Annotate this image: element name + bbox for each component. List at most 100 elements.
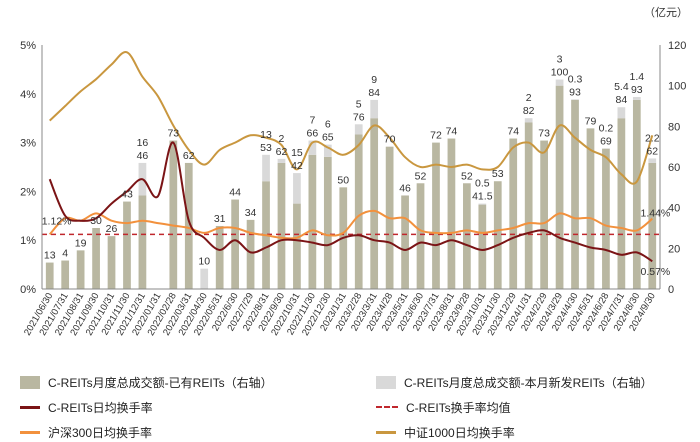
legend-item-creits-turnover: C-REITs日均换手率 bbox=[20, 397, 153, 417]
bar-label-new: 0.5 bbox=[475, 178, 490, 190]
bar-label-existing: 52 bbox=[461, 170, 473, 182]
bar-label-new: 0.2 bbox=[599, 122, 614, 134]
bar-existing bbox=[370, 118, 379, 289]
bar-existing bbox=[277, 162, 286, 289]
bar-existing bbox=[354, 134, 363, 289]
bar-label-existing: 84 bbox=[368, 87, 380, 99]
bar-label-existing: 50 bbox=[337, 174, 349, 186]
legend-label-csi1000: 中证1000日均换手率 bbox=[404, 425, 515, 440]
bar-label-existing: 73 bbox=[167, 128, 179, 140]
bar-label-new: 10 bbox=[198, 256, 210, 268]
bar-new bbox=[308, 140, 317, 155]
bar-label-existing: 46 bbox=[399, 182, 411, 194]
bar-label-existing: 44 bbox=[229, 187, 241, 199]
right-tick-label: 120 bbox=[668, 40, 686, 52]
bar-label-new: 7 bbox=[309, 115, 315, 127]
bar-label-existing: 41.5 bbox=[472, 191, 493, 203]
bar-new bbox=[293, 173, 301, 204]
legend-item-creits-mean: C-REITs换手率均值 bbox=[376, 397, 511, 417]
bar-new bbox=[571, 99, 579, 100]
bar-label-existing: 52 bbox=[415, 170, 427, 182]
bar-existing bbox=[308, 154, 317, 289]
bar-label-existing: 66 bbox=[307, 128, 319, 140]
bar-existing bbox=[447, 138, 456, 289]
bar-existing bbox=[509, 138, 518, 289]
bar-existing bbox=[602, 148, 610, 289]
legend: C-REITs月度总成交额-已有REITs（右轴） C-REITs月度总成交额-… bbox=[0, 364, 700, 442]
bar-label-existing: 74 bbox=[507, 126, 519, 138]
bar-new bbox=[262, 154, 270, 182]
bar-label-existing: 4 bbox=[62, 248, 68, 260]
line-csi1000 bbox=[49, 51, 654, 185]
bar-label-new: 3 bbox=[557, 54, 563, 66]
bar-label-existing: 70 bbox=[384, 134, 396, 146]
right-tick-label: 60 bbox=[668, 162, 680, 174]
bar-existing bbox=[540, 140, 548, 289]
bar-existing bbox=[92, 228, 100, 289]
right-tick-label: 100 bbox=[668, 81, 686, 93]
right-tick-label: 80 bbox=[668, 121, 680, 133]
bar-label-existing: 62 bbox=[646, 145, 658, 157]
left-tick-label: 3% bbox=[20, 138, 36, 150]
bar-new bbox=[277, 158, 286, 163]
bar-existing bbox=[293, 203, 301, 289]
right-tick-label: 20 bbox=[668, 243, 680, 255]
bar-label-new: 0.3 bbox=[568, 73, 583, 85]
bar-existing bbox=[493, 181, 502, 289]
bar-existing bbox=[586, 128, 595, 289]
bar-label-existing: 46 bbox=[137, 150, 149, 162]
bar-existing bbox=[478, 204, 487, 289]
chart: 0%1%2%3%4%5%020406080100120（亿元）2021/06/3… bbox=[20, 6, 688, 338]
legend-item-csi1000: 中证1000日均换手率 bbox=[376, 422, 515, 442]
legend-swatch-csi1000 bbox=[376, 430, 396, 434]
bar-label-new: 15 bbox=[291, 147, 303, 159]
bar-label-existing: 42 bbox=[291, 160, 303, 172]
right-tick-label: 0 bbox=[668, 284, 674, 296]
legend-swatch-existing bbox=[20, 375, 40, 389]
bar-label-existing: 62 bbox=[183, 150, 195, 162]
bar-existing bbox=[555, 85, 564, 290]
bar-existing bbox=[76, 250, 85, 289]
bar-label-new: 9 bbox=[371, 74, 377, 86]
annotation-label: 1.12% bbox=[42, 215, 72, 227]
left-tick-label: 2% bbox=[20, 186, 36, 198]
bar-label-existing: 74 bbox=[446, 126, 458, 138]
bar-existing bbox=[463, 183, 471, 289]
legend-label-new: C-REITs月度总成交额-本月新发REITs（右轴） bbox=[404, 375, 653, 390]
bar-label-existing: 13 bbox=[44, 250, 56, 262]
bar-label-new: 16 bbox=[137, 137, 149, 149]
bar-label-new: 2.2 bbox=[645, 132, 660, 144]
legend-item-new-bar: C-REITs月度总成交额-本月新发REITs（右轴） bbox=[376, 372, 653, 392]
bar-existing bbox=[432, 142, 440, 289]
bar-label-existing: 65 bbox=[322, 132, 334, 144]
bar-existing bbox=[617, 118, 626, 289]
bar-label-new: 13 bbox=[260, 129, 272, 141]
bar-existing bbox=[231, 199, 239, 289]
bar-label-existing: 43 bbox=[121, 189, 133, 201]
annotation-label: 1.44% bbox=[640, 208, 670, 220]
bar-existing bbox=[138, 195, 147, 289]
right-axis-unit: （亿元） bbox=[644, 6, 688, 19]
legend-item-hs300: 沪深300日均换手率 bbox=[20, 422, 152, 442]
bar-label-existing: 82 bbox=[523, 105, 535, 117]
bar-label-existing: 73 bbox=[538, 128, 550, 140]
legend-swatch-hs300 bbox=[20, 430, 40, 434]
bar-new bbox=[555, 79, 564, 86]
bar-label-existing: 34 bbox=[245, 207, 257, 219]
bar-new bbox=[617, 107, 626, 119]
line-layer bbox=[42, 51, 660, 263]
bar-label-existing: 93 bbox=[569, 86, 581, 98]
bar-new bbox=[524, 118, 533, 123]
bar-new bbox=[648, 158, 657, 163]
bar-new bbox=[323, 144, 332, 157]
bar-label-existing: 79 bbox=[585, 115, 597, 127]
bar-existing bbox=[246, 219, 255, 289]
bar-existing bbox=[184, 162, 193, 289]
legend-label-hs300: 沪深300日均换手率 bbox=[48, 425, 153, 440]
bar-label-existing: 69 bbox=[600, 135, 612, 147]
legend-label-creits-turnover: C-REITs日均换手率 bbox=[48, 400, 153, 415]
bar-label-new: 5.4 bbox=[614, 81, 629, 93]
bar-new bbox=[632, 97, 641, 100]
left-tick-label: 1% bbox=[20, 235, 36, 247]
bar-label-existing: 62 bbox=[276, 146, 288, 158]
